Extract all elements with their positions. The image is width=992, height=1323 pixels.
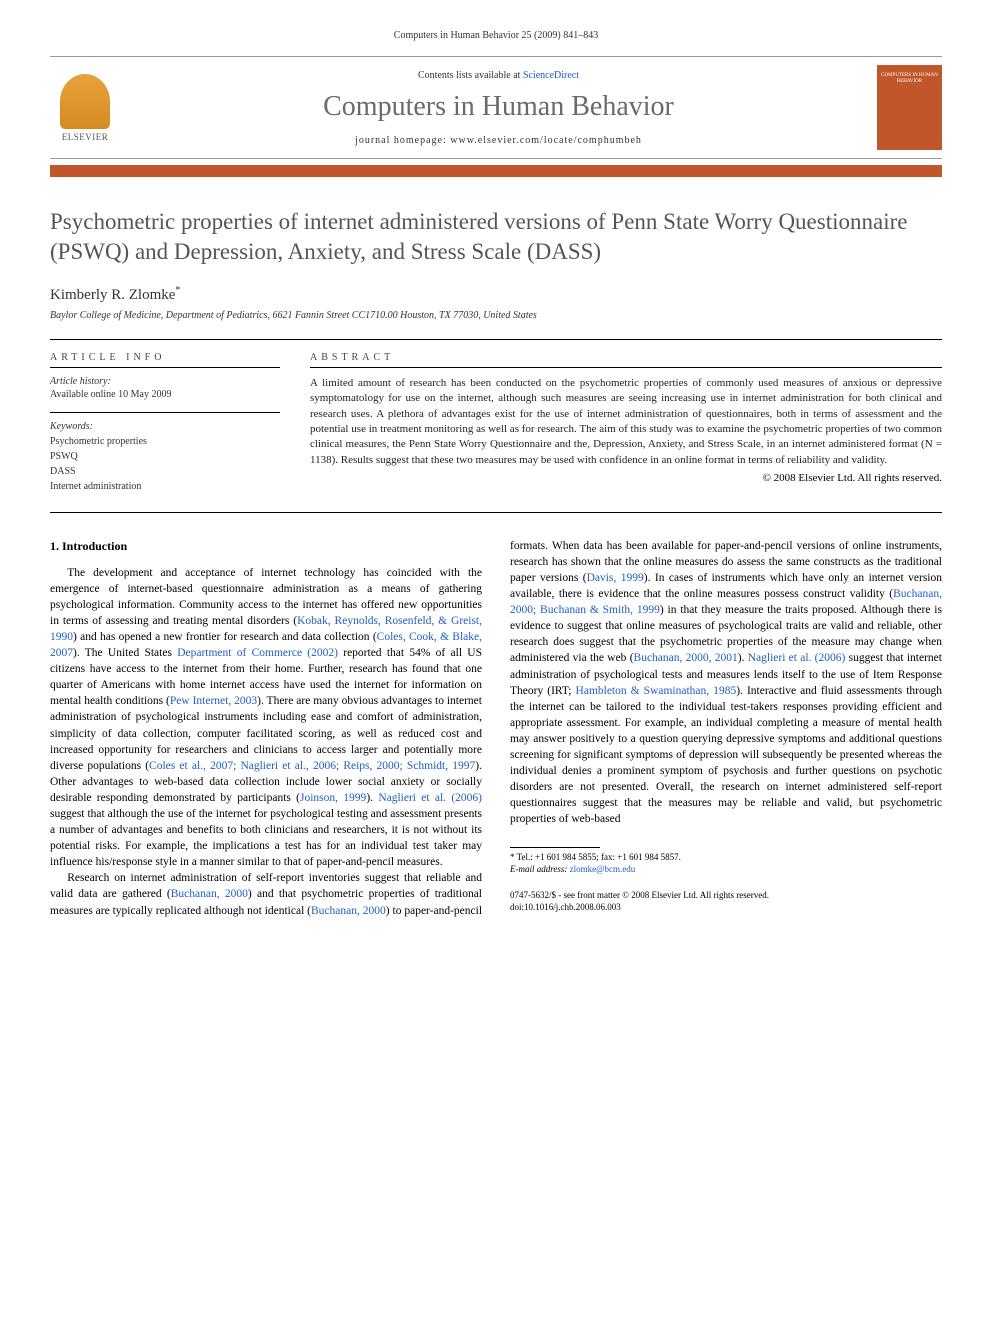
journal-cover-thumb: COMPUTERS IN HUMAN BEHAVIOR xyxy=(877,65,942,150)
bottom-meta: 0747-5632/$ - see front matter © 2008 El… xyxy=(510,890,942,913)
text-run: ). xyxy=(366,792,378,804)
footnote-email-line: E-mail address: zlomke@bcm.edu xyxy=(510,864,942,876)
citation[interactable]: Buchanan, 2000 xyxy=(171,888,248,900)
keyword-item: DASS xyxy=(50,464,280,479)
body-para-1: The development and acceptance of intern… xyxy=(50,565,482,871)
journal-title: Computers in Human Behavior xyxy=(120,91,877,123)
keywords-label: Keywords: xyxy=(50,421,280,432)
text-run: ). xyxy=(738,652,748,664)
article-info-col: ARTICLE INFO Article history: Available … xyxy=(50,352,280,494)
citation[interactable]: Department of Commerce (2002) xyxy=(177,647,338,659)
publisher-logo: ELSEVIER xyxy=(50,68,120,148)
contents-prefix: Contents lists available at xyxy=(418,70,523,81)
history-text: Available online 10 May 2009 xyxy=(50,389,280,400)
publisher-name: ELSEVIER xyxy=(62,132,109,142)
abstract-rule xyxy=(310,367,942,368)
citation[interactable]: Hambleton & Swaminathan, 1985 xyxy=(576,685,737,697)
article-page: Computers in Human Behavior 25 (2009) 84… xyxy=(0,0,992,949)
elsevier-tree-icon xyxy=(60,74,110,129)
citation[interactable]: Naglieri et al. (2006) xyxy=(748,652,846,664)
keyword-item: Psychometric properties xyxy=(50,434,280,449)
running-head: Computers in Human Behavior 25 (2009) 84… xyxy=(50,30,942,41)
info-rule-2 xyxy=(50,412,280,413)
email-label: E-mail address: xyxy=(510,864,567,874)
citation[interactable]: Coles et al., 2007; Naglieri et al., 200… xyxy=(149,760,475,772)
citation[interactable]: Joinson, 1999 xyxy=(300,792,366,804)
divider-bottom xyxy=(50,512,942,513)
corresp-marker: * xyxy=(175,285,180,296)
affiliation: Baylor College of Medicine, Department o… xyxy=(50,310,942,321)
citation[interactable]: Davis, 1999 xyxy=(587,572,644,584)
footnote-tel: * Tel.: +1 601 984 5855; fax: +1 601 984… xyxy=(510,852,942,864)
citation[interactable]: Naglieri et al. (2006) xyxy=(378,792,482,804)
section-title: Introduction xyxy=(62,539,127,553)
author-line: Kimberly R. Zlomke* xyxy=(50,285,942,304)
article-title: Psychometric properties of internet admi… xyxy=(50,207,942,267)
abstract-copyright: © 2008 Elsevier Ltd. All rights reserved… xyxy=(310,472,942,484)
section-head: 1. Introduction xyxy=(50,538,482,555)
info-rule-1 xyxy=(50,367,280,368)
keyword-item: PSWQ xyxy=(50,449,280,464)
body-columns: 1. Introduction The development and acce… xyxy=(50,538,942,919)
journal-homepage: journal homepage: www.elsevier.com/locat… xyxy=(120,135,877,146)
section-number: 1. xyxy=(50,539,59,553)
citation[interactable]: Pew Internet, 2003 xyxy=(170,695,257,707)
text-run: ) and has opened a new frontier for rese… xyxy=(73,631,377,643)
text-run: response style in a manner similar to th… xyxy=(112,856,442,868)
cover-text: COMPUTERS IN HUMAN BEHAVIOR xyxy=(877,73,942,84)
info-abstract-row: ARTICLE INFO Article history: Available … xyxy=(50,340,942,512)
footnote-separator xyxy=(510,847,600,848)
sciencedirect-link[interactable]: ScienceDirect xyxy=(523,70,579,81)
corresp-footnote: * Tel.: +1 601 984 5855; fax: +1 601 984… xyxy=(510,852,942,875)
banner-center: Contents lists available at ScienceDirec… xyxy=(120,70,877,146)
abstract-text: A limited amount of research has been co… xyxy=(310,376,942,468)
history-label: Article history: xyxy=(50,376,280,387)
abstract-col: ABSTRACT A limited amount of research ha… xyxy=(310,352,942,494)
journal-banner: ELSEVIER Contents lists available at Sci… xyxy=(50,56,942,159)
issn-line: 0747-5632/$ - see front matter © 2008 El… xyxy=(510,890,942,902)
text-run: ). The United States xyxy=(73,647,177,659)
abstract-head: ABSTRACT xyxy=(310,352,942,363)
email-link[interactable]: zlomke@bcm.edu xyxy=(570,864,636,874)
contents-line: Contents lists available at ScienceDirec… xyxy=(120,70,877,81)
keywords-list: Psychometric properties PSWQ DASS Intern… xyxy=(50,434,280,494)
text-run: ). Interactive and fluid assessments thr… xyxy=(510,685,942,826)
author-name: Kimberly R. Zlomke xyxy=(50,287,175,303)
doi-line: doi:10.1016/j.chb.2008.06.003 xyxy=(510,902,942,914)
article-info-head: ARTICLE INFO xyxy=(50,352,280,363)
keyword-item: Internet administration xyxy=(50,479,280,494)
accent-bar xyxy=(50,165,942,177)
citation[interactable]: Buchanan, 2000, 2001 xyxy=(634,652,738,664)
citation[interactable]: Buchanan, 2000 xyxy=(311,905,386,917)
